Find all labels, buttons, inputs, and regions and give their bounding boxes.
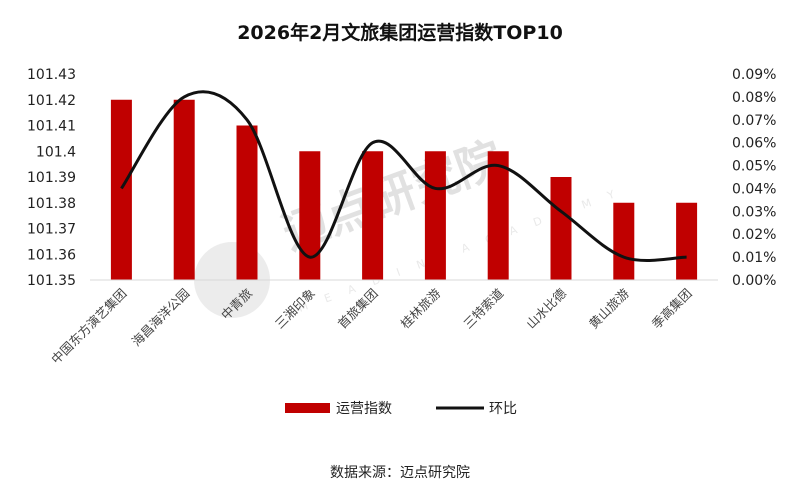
bar-series: [110, 99, 698, 280]
left-axis-ticks: 101.43 101.42 101.41 101.4 101.39 101.38 101.3…: [27, 67, 76, 289]
bar: [550, 177, 572, 280]
left-tick-label: 101.41: [27, 119, 76, 135]
right-tick-label: 0.06%: [732, 136, 776, 152]
category-labels: 中国东方演艺集团 海昌海洋公园 中青旅 三湘印象 首旅集团 桂林旅游 三特索道 山水比德 黄山旅…: [48, 285, 695, 367]
line-series: [120, 90, 687, 263]
category-label: 三特索道: [460, 285, 506, 331]
line-path: [120, 90, 687, 263]
right-tick-label: 0.00%: [732, 273, 776, 289]
category-label: 海昌海洋公园: [129, 286, 193, 350]
bar: [613, 202, 635, 280]
legend-bar-swatch: [285, 403, 330, 413]
bar: [173, 99, 195, 280]
left-tick-label: 101.39: [27, 170, 76, 186]
left-tick-label: 101.4: [36, 144, 76, 160]
legend: 运营指数 环比: [285, 401, 517, 417]
category-label: 黄山旅游: [586, 285, 632, 331]
bar: [236, 125, 258, 280]
bar: [299, 151, 321, 280]
bar: [424, 151, 446, 280]
bar: [676, 202, 698, 280]
bar: [362, 151, 384, 280]
right-tick-label: 0.04%: [732, 181, 776, 197]
right-tick-label: 0.07%: [732, 113, 776, 129]
category-label: 桂林旅游: [398, 285, 444, 331]
category-label: 季高集团: [649, 286, 695, 332]
source-note: 数据来源：迈点研究院: [330, 465, 470, 481]
bar: [487, 151, 509, 280]
legend-line-label: 环比: [489, 401, 517, 417]
left-tick-label: 101.42: [27, 93, 76, 109]
right-tick-label: 0.03%: [732, 204, 776, 220]
legend-bar-label: 运营指数: [336, 401, 392, 417]
left-tick-label: 101.37: [27, 222, 76, 238]
category-label: 山水比德: [523, 285, 569, 331]
right-tick-label: 0.01%: [732, 250, 776, 266]
right-axis-ticks: 0.09% 0.08% 0.07% 0.06% 0.05% 0.04% 0.03% 0.02%…: [732, 67, 776, 289]
right-tick-label: 0.08%: [732, 90, 776, 106]
right-tick-label: 0.02%: [732, 227, 776, 243]
bar: [110, 99, 132, 280]
right-tick-label: 0.05%: [732, 159, 776, 175]
category-label: 中国东方演艺集团: [48, 286, 129, 367]
left-tick-label: 101.35: [27, 273, 76, 289]
left-tick-label: 101.38: [27, 196, 76, 212]
right-tick-label: 0.09%: [732, 67, 776, 83]
left-tick-label: 101.43: [27, 67, 76, 83]
chart-title: 2026年2月文旅集团运营指数TOP10: [237, 21, 563, 44]
left-tick-label: 101.36: [27, 247, 76, 263]
